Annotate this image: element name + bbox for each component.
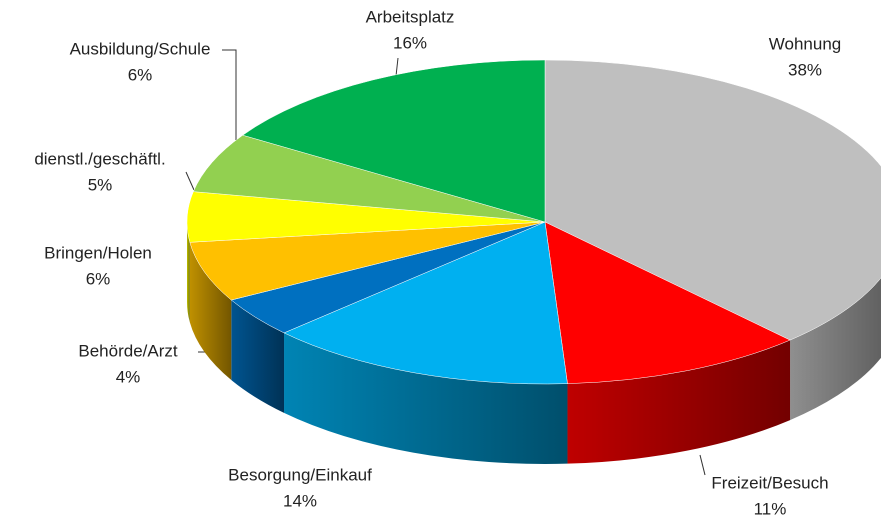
slice-label: Bringen/Holen — [44, 243, 152, 262]
slice-value-label: 14% — [283, 491, 317, 510]
pie-side — [790, 277, 881, 421]
leader-line — [699, 454, 706, 476]
leader-line — [222, 49, 237, 140]
pie-side — [231, 300, 285, 413]
pie-slice — [189, 221, 546, 301]
slice-value-label: 11% — [754, 499, 787, 518]
slice-value-label: 6% — [128, 65, 153, 84]
slice-value-label: 16% — [393, 33, 427, 52]
slice-label: Arbeitsplatz — [366, 7, 455, 26]
pie-slice — [544, 59, 881, 341]
slice-value-label: 5% — [88, 175, 113, 194]
slice-label: dienstl./geschäftl. — [34, 149, 165, 168]
pie-slice — [283, 221, 568, 385]
pie-side — [284, 332, 568, 464]
leader-line — [185, 171, 195, 191]
slice-label: Behörde/Arzt — [78, 341, 177, 360]
slice-label: Besorgung/Einkauf — [228, 465, 372, 484]
slice-value-label: 4% — [116, 367, 141, 386]
pie-side — [567, 340, 791, 464]
slice-label: Wohnung — [769, 34, 841, 53]
pie-side — [187, 222, 190, 323]
slice-value-label: 6% — [86, 269, 111, 288]
pie-side — [189, 242, 232, 381]
pie-slice — [544, 221, 791, 384]
slice-label: Freizeit/Besuch — [711, 473, 828, 492]
slice-label: Ausbildung/Schule — [70, 39, 211, 58]
slice-value-label: 38% — [788, 60, 822, 79]
pie-slice — [242, 59, 546, 223]
leader-line — [395, 57, 399, 77]
pie-slice — [192, 134, 546, 223]
